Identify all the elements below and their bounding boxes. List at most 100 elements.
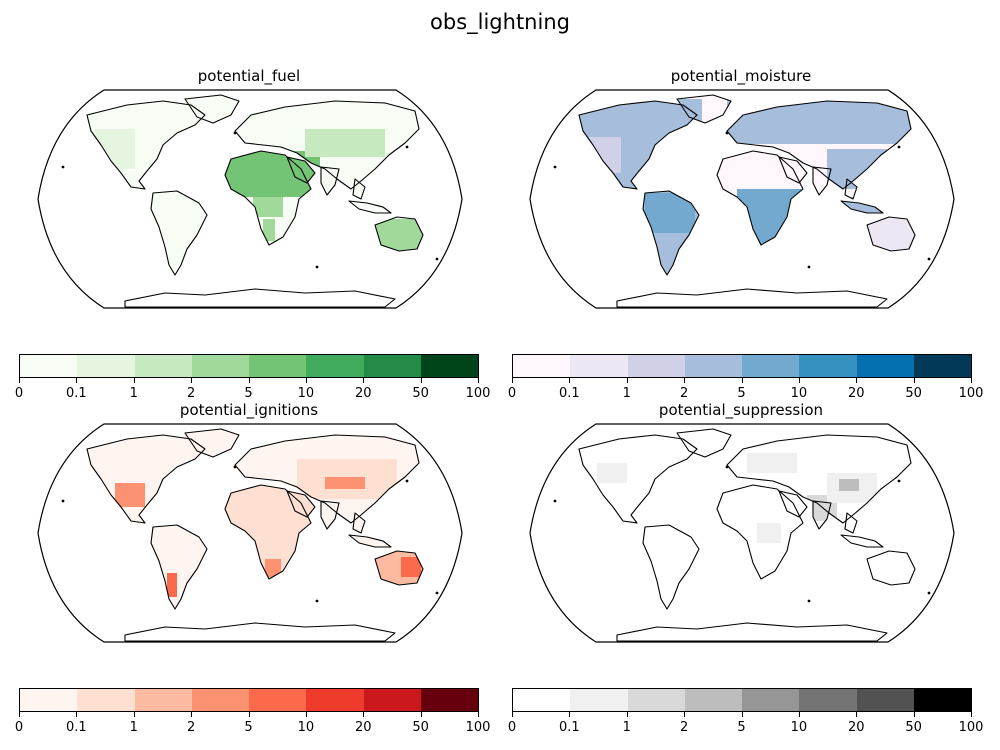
- panel-title-fuel: potential_fuel: [197, 67, 301, 85]
- colorbar-tick: [512, 378, 513, 383]
- coastline-northAmerica: [578, 434, 698, 524]
- island-3: [435, 591, 439, 595]
- coastline-antarctica: [124, 622, 396, 642]
- colorbar-bin-4: [249, 355, 307, 377]
- island-1: [233, 465, 237, 469]
- island-3: [927, 591, 931, 595]
- colorbar-bin-2: [627, 355, 685, 377]
- island-4: [807, 265, 811, 269]
- colorbar-tick: [420, 712, 422, 717]
- colorbar-tick-label: 1: [129, 386, 138, 401]
- colorbar-tick-label: 2: [186, 386, 196, 401]
- colorbar-bin-0: [20, 689, 78, 711]
- colorbar-tick-label: 1: [622, 386, 631, 401]
- coastline-eurasia: [726, 100, 912, 190]
- colorbar-tick-label: 20: [847, 720, 865, 735]
- data-patch-west-na: [597, 463, 627, 483]
- colorbar-tick: [684, 378, 686, 383]
- island-1: [725, 465, 729, 469]
- colorbar-tick: [478, 378, 479, 383]
- colorbar-bin-1: [77, 689, 135, 711]
- coastline-africa: [224, 484, 312, 580]
- coastline-greenland: [676, 94, 732, 124]
- colorbar-bin-5: [799, 355, 857, 377]
- colorbar-bin-6: [363, 689, 421, 711]
- coastline-seAsia: [844, 512, 858, 534]
- colorbar-tick-label: 2: [679, 386, 689, 401]
- colorbar-bin-4: [742, 689, 800, 711]
- colorbar-tick-label: 10: [297, 720, 315, 735]
- colorbar-tick-label: 10: [790, 386, 808, 401]
- data-patch-tibet: [325, 477, 365, 489]
- island-4: [807, 599, 811, 603]
- coastline-greenland: [676, 428, 732, 458]
- colorbar-tick: [305, 712, 307, 717]
- island-0: [553, 165, 557, 169]
- colorbar-tick: [856, 712, 858, 717]
- panel-title-moisture: potential_moisture: [670, 67, 812, 85]
- colorbar-bin-6: [856, 689, 914, 711]
- colorbar-tick-label: 5: [244, 720, 253, 735]
- data-patch-indonesia: [837, 197, 887, 217]
- colorbar-tick: [363, 712, 365, 717]
- coastline-antarctica: [616, 622, 888, 642]
- colorbar-tick-label: 0.1: [559, 720, 580, 735]
- colorbar-bin-7: [913, 355, 971, 377]
- land-seAsia: [353, 513, 365, 533]
- land-southAmerica: [643, 525, 699, 609]
- colorbar-bin-3: [191, 355, 249, 377]
- coastline-indonesia: [840, 534, 884, 548]
- colorbar-bin-4: [742, 355, 800, 377]
- land-southAmerica: [151, 525, 207, 609]
- coastline-northAmerica: [86, 434, 206, 524]
- coastline-seAsia: [352, 512, 366, 534]
- colorbar-bin-3: [191, 689, 249, 711]
- coastline-greenland: [184, 94, 240, 124]
- island-4: [315, 265, 319, 269]
- coastline-indonesia: [348, 534, 392, 548]
- data-patch-central-asia: [305, 129, 385, 157]
- colorbar-tick-label: 0: [14, 720, 24, 735]
- island-1: [725, 131, 729, 135]
- colorbar-tick-label: 100: [958, 386, 984, 401]
- coastline-greenland: [184, 428, 240, 458]
- island-0: [61, 165, 65, 169]
- land-india: [321, 501, 339, 529]
- colorbar-tick-label: 1: [622, 720, 631, 735]
- colorbar-tick-label: 5: [737, 720, 746, 735]
- colorbar-tick: [913, 712, 915, 717]
- coastline-eurasia: [234, 100, 420, 190]
- land-greenland: [677, 429, 731, 457]
- colorbar-tick: [798, 378, 800, 383]
- colorbar-tick-label: 2: [186, 720, 196, 735]
- coastline-africa: [224, 150, 312, 246]
- colorbar-tick-label: 20: [354, 720, 372, 735]
- colorbar-ignitions: [19, 688, 479, 712]
- coastline-southAmerica: [150, 190, 208, 276]
- colorbar-tick-label: 10: [790, 720, 808, 735]
- data-patch-east-china: [839, 479, 859, 491]
- colorbar-bin-5: [306, 355, 364, 377]
- data-patch-west-na: [95, 129, 135, 169]
- land-northAmerica: [579, 435, 697, 523]
- colorbar-bin-7: [420, 355, 478, 377]
- coastline-seAsia: [352, 178, 366, 200]
- coastline-australia: [866, 216, 916, 252]
- colorbar-ticks-suppression: 0 0.1 1 2 5 10 20 50 100: [508, 712, 983, 735]
- colorbar-tick: [569, 712, 571, 717]
- colorbar-moisture: [512, 354, 972, 378]
- colorbar-tick: [133, 712, 135, 717]
- colorbar-tick: [478, 712, 479, 717]
- colorbar-ticks-moisture: 0 0.1 1 2 5 10 20 50 100: [508, 378, 983, 401]
- coastline-northAmerica: [578, 100, 698, 190]
- coastline-southAmerica: [642, 524, 700, 610]
- coastline-northAmerica: [86, 100, 206, 190]
- colorbar-bin-3: [684, 355, 742, 377]
- coastline-arabia: [778, 490, 808, 518]
- data-patch-west-na-dry: [589, 137, 621, 173]
- coastline-arabia: [778, 156, 808, 184]
- colorbar-tick: [856, 378, 858, 383]
- island-2: [405, 479, 409, 483]
- coastline-southAmerica: [642, 190, 700, 276]
- coastline-indonesia: [348, 200, 392, 214]
